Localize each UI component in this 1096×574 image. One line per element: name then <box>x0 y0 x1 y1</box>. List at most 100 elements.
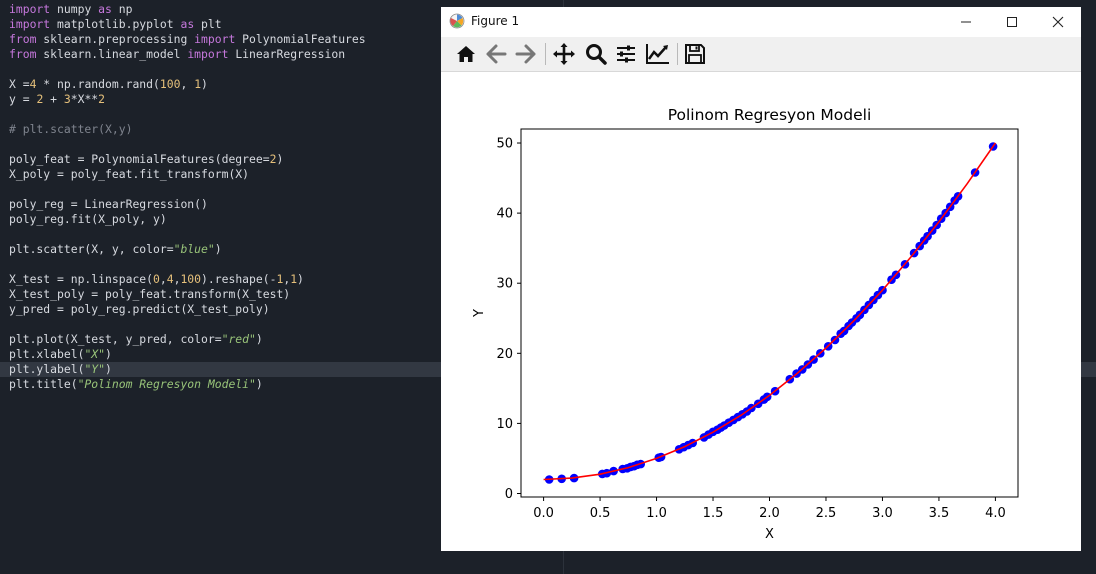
maximize-icon <box>1007 17 1017 27</box>
x-tick-label: 3.5 <box>929 506 950 521</box>
code-token: PolynomialFeatures <box>235 32 366 46</box>
x-tick-label: 1.5 <box>703 506 724 521</box>
home-button[interactable] <box>453 41 479 67</box>
code-token: from <box>9 32 37 46</box>
code-line[interactable]: from sklearn.linear_model import LinearR… <box>9 47 1096 62</box>
code-token: 4 <box>166 272 174 286</box>
code-token: sklearn.linear_model <box>36 47 188 61</box>
zoom-button[interactable] <box>583 41 609 67</box>
code-token: X_test_poly = poly_feat.transform(X_test… <box>9 287 291 301</box>
code-line[interactable]: X =4 * np.random.rand(100, 1) <box>9 77 1096 92</box>
code-token: ).reshape(- <box>201 272 277 286</box>
y-tick-label: 50 <box>496 137 513 152</box>
code-line[interactable]: plt.xlabel("X") <box>9 347 1096 362</box>
y-tick-label: 0 <box>505 487 513 502</box>
home-icon <box>457 46 475 62</box>
code-token: import <box>9 17 51 31</box>
close-icon <box>1052 16 1064 28</box>
code-line[interactable]: from sklearn.preprocessing import Polyno… <box>9 32 1096 47</box>
code-token: *X** <box>70 92 99 106</box>
pan-icon <box>553 43 575 65</box>
x-tick-label: 3.0 <box>872 506 893 521</box>
code-line[interactable]: plt.plot(X_test, y_pred, color="red") <box>9 332 1096 347</box>
zoom-icon <box>586 44 607 65</box>
toolbar-separator <box>545 43 546 65</box>
code-line[interactable]: X_poly = poly_feat.fit_transform(X) <box>9 167 1096 182</box>
chart-title: Polinom Regresyon Modeli <box>668 106 872 124</box>
window-title: Figure 1 <box>471 14 520 28</box>
code-token: sklearn.preprocessing <box>36 32 195 46</box>
toolbar-separator <box>677 43 678 65</box>
code-token: , <box>283 272 291 286</box>
code-line[interactable]: plt.scatter(X, y, color="blue") <box>9 242 1096 257</box>
code-token: from <box>9 47 37 61</box>
code-token: "blue" <box>173 242 215 256</box>
code-token: import <box>187 47 229 61</box>
chart: Polinom Regresyon Modeli 0.0 0.5 1.0 1.5 2.0… <box>472 106 1019 542</box>
code-line[interactable]: plt.title("Polinom Regresyon Modeli") <box>9 377 1096 392</box>
code-token: X_poly = poly_feat.fit_transform(X) <box>9 167 250 181</box>
maximize-button[interactable] <box>989 7 1035 37</box>
forward-button[interactable] <box>513 41 539 67</box>
back-button[interactable] <box>483 41 509 67</box>
code-token: LinearRegression <box>228 47 346 61</box>
x-tick-label: 4.0 <box>985 506 1006 521</box>
code-token: 1 <box>194 77 202 91</box>
y-axis-label: Y <box>472 309 487 318</box>
code-line[interactable]: poly_reg.fit(X_poly, y) <box>9 212 1096 227</box>
figure-canvas[interactable]: Polinom Regresyon Modeli 0.0 0.5 1.0 1.5 2.0… <box>441 72 1081 551</box>
code-token: np <box>111 2 133 16</box>
code-line[interactable]: import matplotlib.pyplot as plt <box>9 17 1096 32</box>
minimize-icon <box>961 21 971 23</box>
code-line[interactable]: import numpy as np <box>9 2 1096 17</box>
code-token: plt.xlabel( <box>9 347 85 361</box>
save-icon <box>685 44 705 64</box>
code-token: 1 <box>290 272 298 286</box>
code-line[interactable]: poly_reg = LinearRegression() <box>9 197 1096 212</box>
code-token: import <box>9 2 51 16</box>
code-token: # plt.scatter(X,y) <box>9 122 133 136</box>
y-tick-label: 40 <box>496 207 513 222</box>
code-token: import <box>194 32 236 46</box>
code-token: 2 <box>36 92 44 106</box>
code-token: numpy <box>50 2 99 16</box>
code-token: y_pred = poly_reg.predict(X_test_poly) <box>9 302 270 316</box>
code-token: ) <box>255 377 263 391</box>
code-token: poly_reg.fit(X_poly, y) <box>9 212 167 226</box>
code-token: ) <box>255 332 263 346</box>
code-line[interactable]: X_test = np.linspace(0,4,100).reshape(-1… <box>9 272 1096 287</box>
save-button[interactable] <box>682 41 708 67</box>
code-token: plt.ylabel( <box>9 362 85 376</box>
code-token: plt.scatter(X, y, color= <box>9 242 174 256</box>
code-token: "Y" <box>84 362 106 376</box>
x-tick-label: 0.0 <box>533 506 554 521</box>
code-token: 2 <box>98 92 106 106</box>
code-token: y = <box>9 92 37 106</box>
code-token: ) <box>214 242 222 256</box>
code-token: plt <box>194 17 222 31</box>
axes-frame <box>520 128 1019 498</box>
x-tick-label: 2.0 <box>759 506 780 521</box>
close-button[interactable] <box>1035 7 1081 37</box>
code-line[interactable]: y_pred = poly_reg.predict(X_test_poly) <box>9 302 1096 317</box>
code-token: 3 <box>63 92 71 106</box>
figure-window[interactable]: Figure 1 <box>441 7 1081 551</box>
pan-button[interactable] <box>551 41 577 67</box>
code-token: ) <box>105 347 112 361</box>
code-line[interactable]: # plt.scatter(X,y) <box>9 122 1096 137</box>
code-line[interactable]: y = 2 + 3*X**2 <box>9 92 1096 107</box>
edit-axis-button[interactable] <box>645 41 671 67</box>
figure-toolbar <box>441 37 1081 72</box>
code-token: 2 <box>269 152 277 166</box>
code-token: 100 <box>159 77 181 91</box>
code-line[interactable]: X_test_poly = poly_feat.transform(X_test… <box>9 287 1096 302</box>
code-line[interactable]: poly_feat = PolynomialFeatures(degree=2) <box>9 152 1096 167</box>
subplots-button[interactable] <box>613 41 639 67</box>
code-token: * np.random.rand( <box>36 77 160 91</box>
code-token: plt.title( <box>9 377 78 391</box>
y-tick-label: 20 <box>496 347 513 362</box>
x-axis-label: X <box>765 527 774 542</box>
title-bar[interactable]: Figure 1 <box>441 7 1081 37</box>
matplotlib-logo-icon <box>449 13 465 29</box>
minimize-button[interactable] <box>943 7 989 37</box>
